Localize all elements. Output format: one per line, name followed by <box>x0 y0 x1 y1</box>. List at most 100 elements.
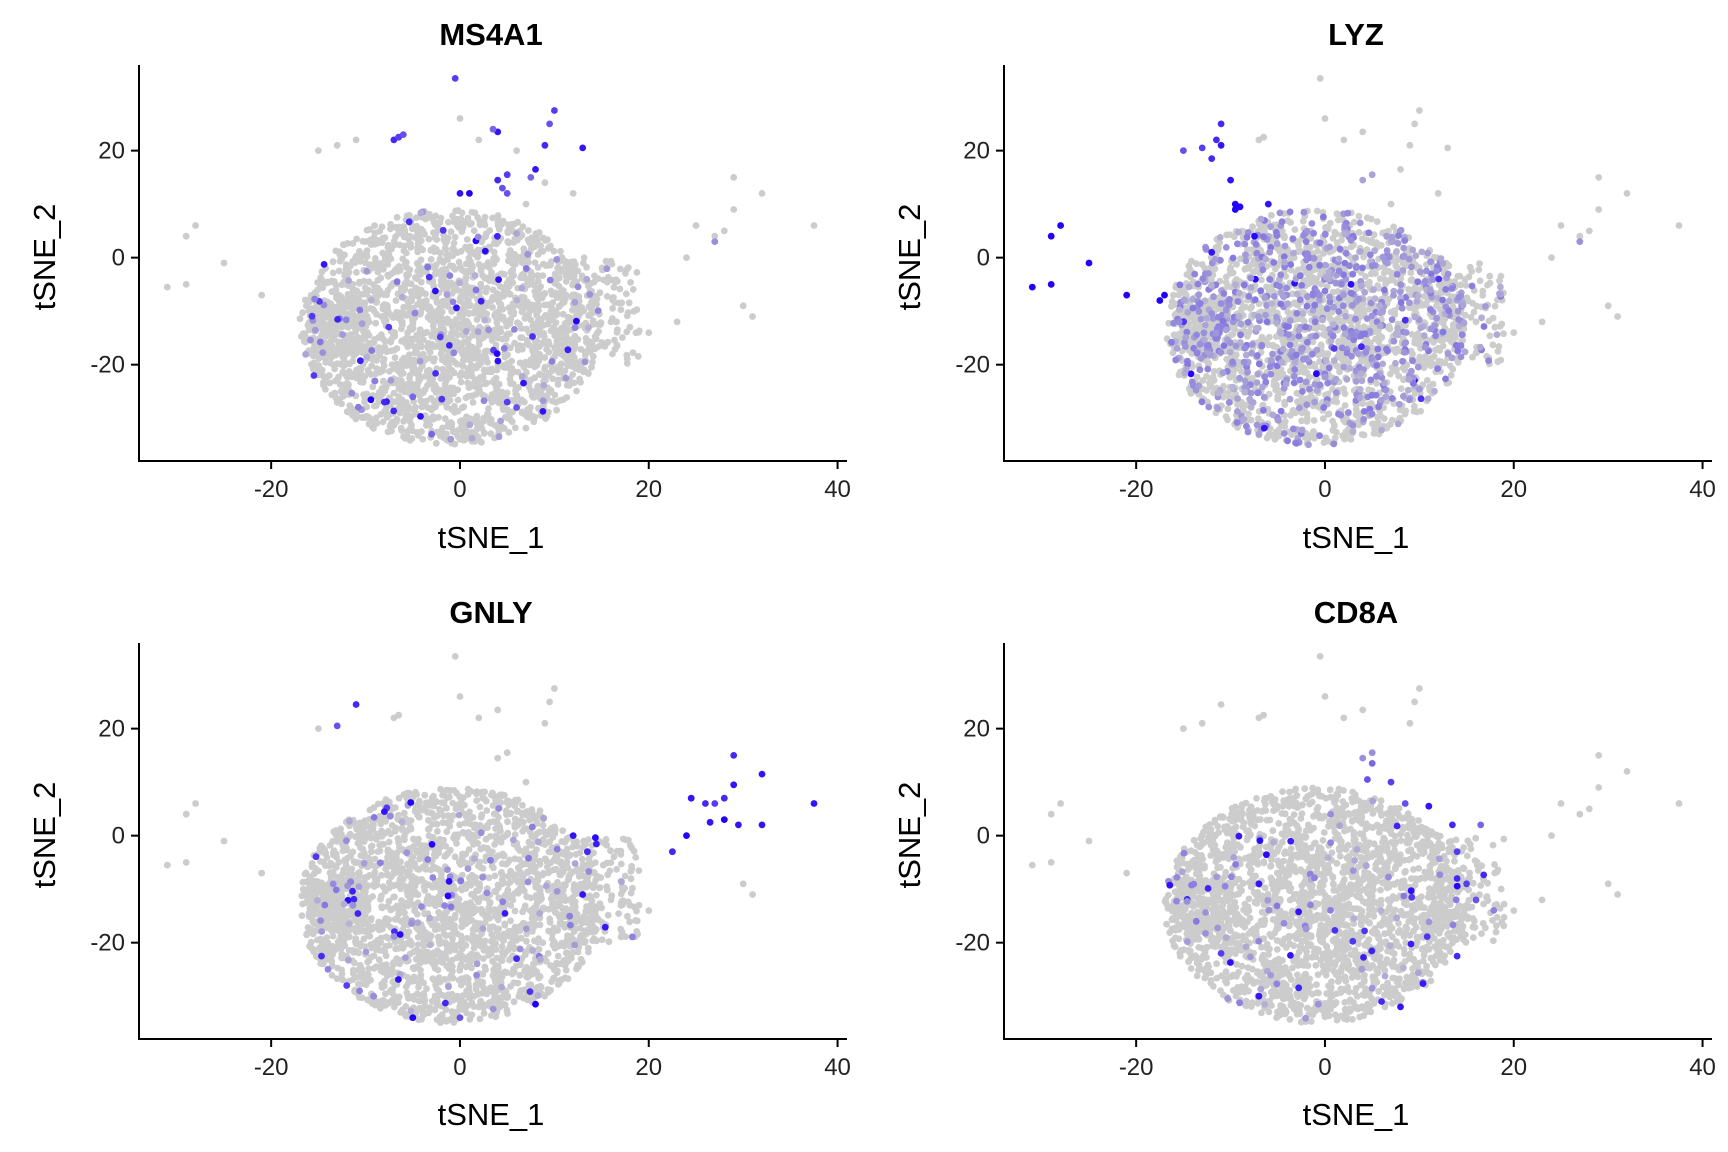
cell-point <box>539 408 547 415</box>
cell-point <box>573 387 580 395</box>
cell-point <box>1472 318 1480 326</box>
cell-point <box>1326 219 1334 227</box>
cell-point <box>1358 343 1365 351</box>
cell-point <box>1388 395 1396 402</box>
cell-point <box>379 235 387 243</box>
cell-point <box>321 380 329 388</box>
cell-point <box>1365 229 1373 237</box>
cell-point <box>477 297 485 305</box>
cell-point <box>1208 310 1216 317</box>
cell-point <box>443 251 450 259</box>
cell-point <box>1393 345 1401 353</box>
cell-point <box>1450 323 1457 331</box>
cell-point <box>368 347 376 354</box>
cell-point <box>329 269 337 277</box>
cell-point <box>1263 434 1271 442</box>
cell-point <box>1306 385 1313 393</box>
cell-point <box>405 351 413 359</box>
cell-point <box>597 319 605 327</box>
cell-point <box>390 389 398 397</box>
cell-point <box>1237 368 1245 375</box>
cell-point <box>1303 369 1311 377</box>
cell-point <box>1325 364 1333 372</box>
cell-point <box>1245 410 1252 418</box>
cell-point <box>547 242 554 250</box>
cell-point <box>344 290 352 298</box>
cell-point <box>307 336 314 344</box>
cell-point <box>182 281 190 288</box>
cell-point <box>474 328 482 336</box>
cell-point <box>349 258 356 265</box>
cell-point <box>1214 405 1222 412</box>
cell-point <box>1398 304 1406 312</box>
cell-point <box>481 316 489 324</box>
cell-point <box>1427 258 1434 266</box>
y-axis-title: tSNE_2 <box>892 204 927 311</box>
cell-point <box>391 241 399 249</box>
cell-point <box>472 286 480 294</box>
cell-point <box>569 371 576 378</box>
cell-point <box>1431 387 1438 395</box>
cell-point <box>421 230 428 238</box>
cell-point <box>432 370 439 377</box>
cell-point <box>1365 280 1372 288</box>
cell-point <box>507 366 515 374</box>
cell-point <box>356 357 364 365</box>
cell-point <box>1457 353 1465 361</box>
cell-point <box>439 226 447 234</box>
cell-point <box>405 271 412 278</box>
cell-point <box>510 311 517 318</box>
cell-point <box>562 337 570 345</box>
cell-point <box>562 374 570 382</box>
cell-point <box>622 290 630 298</box>
cell-point <box>446 272 454 279</box>
cell-point <box>319 284 327 291</box>
cell-point <box>475 260 483 268</box>
cell-point <box>499 184 506 192</box>
cell-point <box>501 287 509 294</box>
cell-point <box>497 417 504 425</box>
cell-point <box>486 416 493 424</box>
cell-point <box>367 296 375 304</box>
cell-point <box>485 368 493 376</box>
cell-point <box>406 240 413 248</box>
cell-point <box>1229 254 1237 262</box>
cell-point <box>493 319 501 327</box>
cell-point <box>480 397 488 405</box>
cell-point <box>1367 376 1375 384</box>
cell-point <box>1325 410 1333 418</box>
cell-point <box>571 324 579 332</box>
cell-point <box>1233 419 1241 426</box>
cell-point <box>1347 436 1355 443</box>
cell-point <box>539 272 547 279</box>
cell-point <box>494 176 502 184</box>
cell-point <box>518 373 526 380</box>
cell-point <box>1386 370 1394 378</box>
cell-point <box>1595 174 1603 181</box>
cell-point <box>1243 422 1250 430</box>
cell-point <box>466 190 473 197</box>
cell-point <box>560 352 567 360</box>
cell-point <box>458 369 466 377</box>
cell-point <box>603 258 611 266</box>
cell-point <box>413 275 421 283</box>
cell-point <box>1485 357 1492 364</box>
cell-point <box>312 307 320 315</box>
cell-point <box>332 247 340 255</box>
cell-point <box>381 338 389 345</box>
cell-point <box>1496 277 1503 285</box>
cell-point <box>1247 305 1254 312</box>
cell-point <box>1265 341 1272 349</box>
cell-point <box>1313 370 1320 378</box>
cell-point <box>1420 293 1428 300</box>
cell-point <box>471 272 479 279</box>
cell-point <box>1388 233 1396 241</box>
cell-point <box>527 174 535 181</box>
cell-point <box>329 391 337 399</box>
cell-point <box>1175 330 1183 338</box>
cell-point <box>352 136 360 144</box>
cell-point <box>437 271 445 279</box>
cell-point <box>1296 376 1304 384</box>
